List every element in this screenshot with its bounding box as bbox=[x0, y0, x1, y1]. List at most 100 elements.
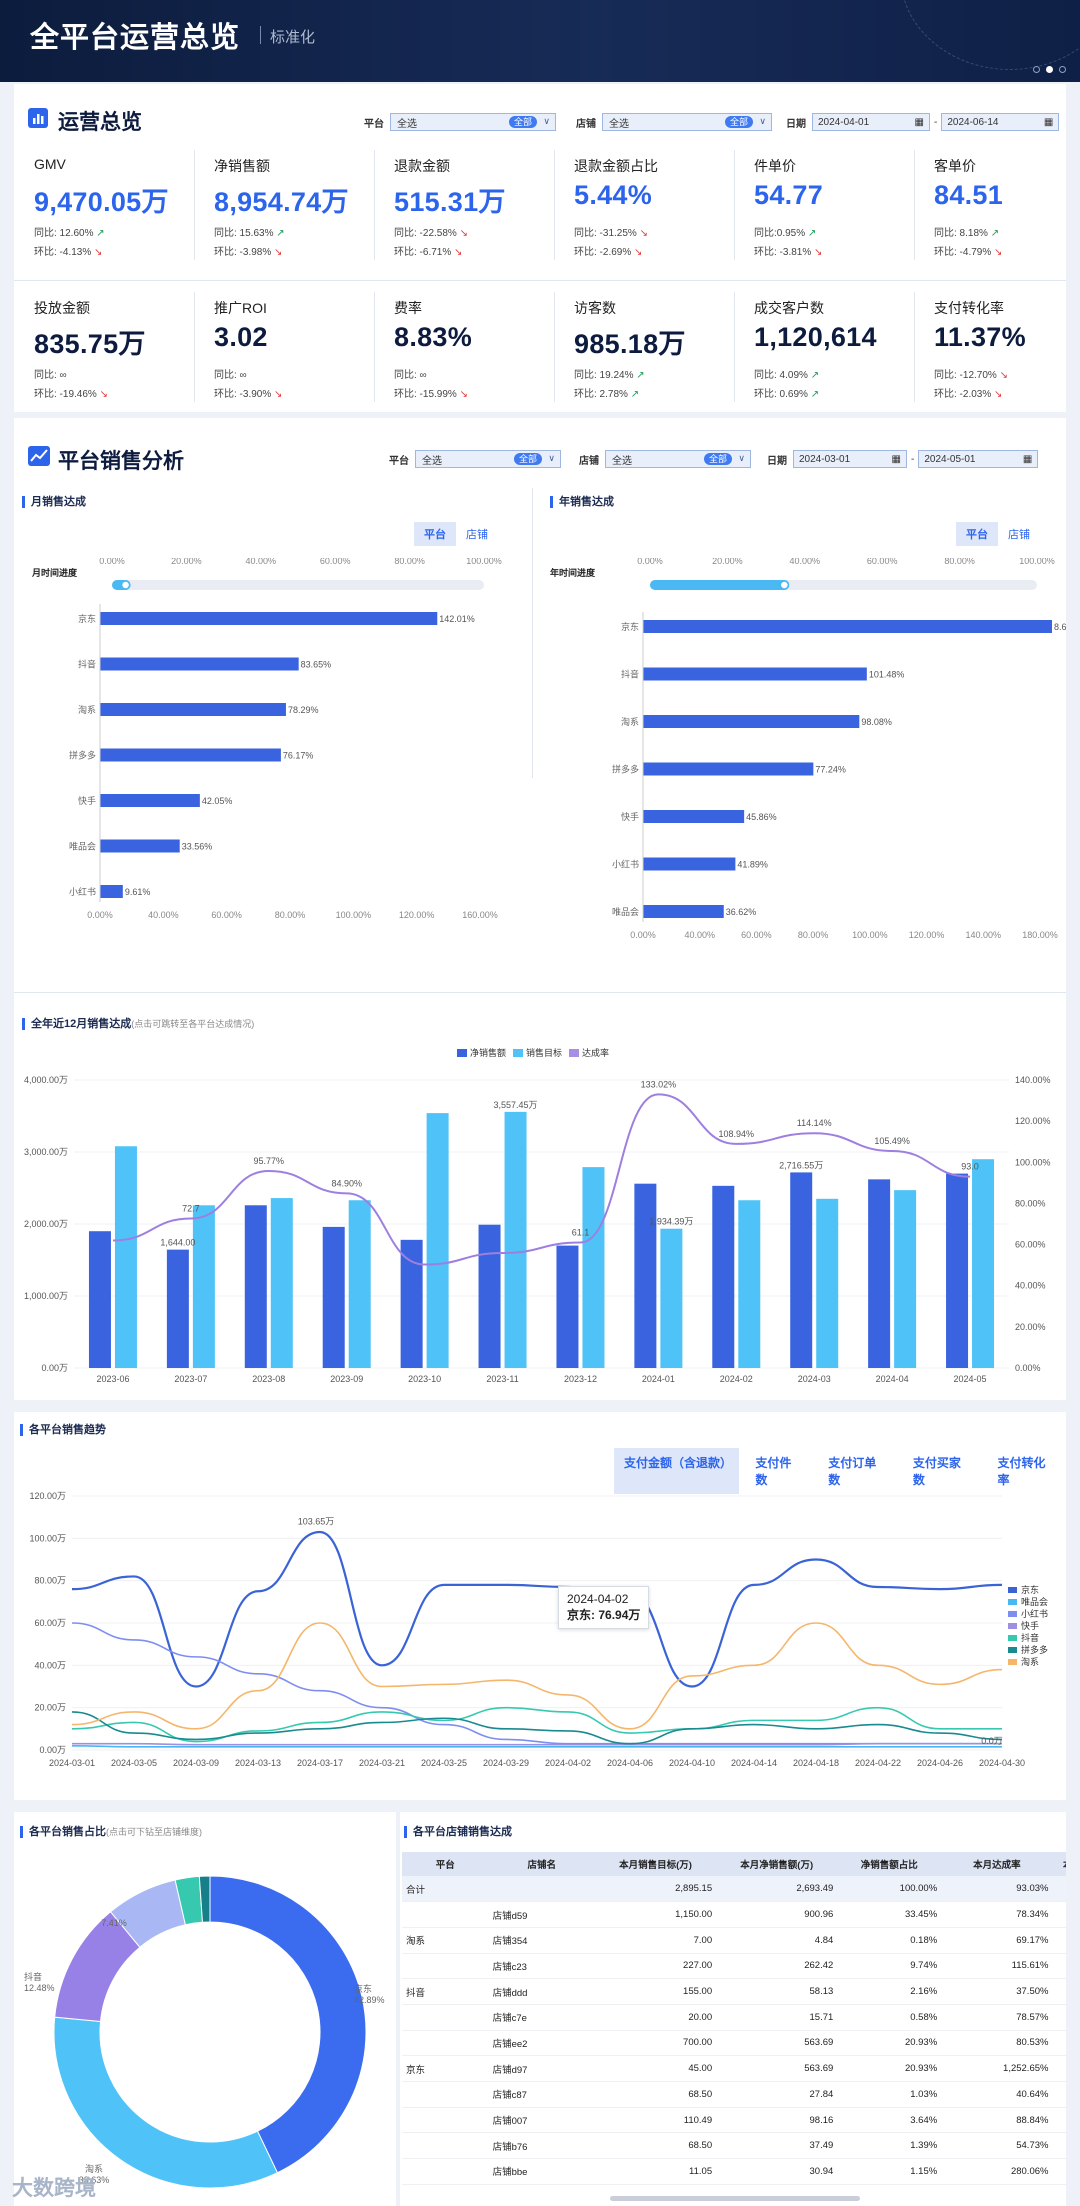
carousel-dot[interactable] bbox=[1033, 66, 1040, 73]
platform-select[interactable]: 全选 全部 ∨ bbox=[415, 450, 561, 468]
legend-item[interactable]: 淘系 bbox=[1008, 1656, 1048, 1668]
legend-item[interactable]: 小红书 bbox=[1008, 1608, 1048, 1620]
toggle-store[interactable]: 店铺 bbox=[1008, 529, 1030, 541]
rate-label: 114.14% bbox=[797, 1118, 832, 1128]
achievement-bar bbox=[643, 715, 860, 728]
legend-target[interactable]: 销售目标 bbox=[526, 1048, 563, 1058]
table-cell: 69.17% bbox=[941, 1927, 1053, 1954]
table-cell: 11.05 bbox=[594, 2158, 717, 2185]
table-row[interactable]: 店铺c7e 20.00 15.71 0.58% 78.57% bbox=[402, 2004, 1066, 2031]
legend-item[interactable]: 拼多多 bbox=[1008, 1644, 1048, 1656]
store-select[interactable]: 全选 全部 ∨ bbox=[605, 450, 751, 468]
rate-label: 72.7 bbox=[182, 1203, 200, 1213]
table-cell bbox=[402, 1901, 489, 1928]
toggle-store[interactable]: 店铺 bbox=[466, 529, 488, 541]
divider bbox=[374, 150, 375, 260]
table-cell: 店铺007 bbox=[488, 2107, 595, 2134]
bar-value-label: 1,934.39万 bbox=[649, 1217, 693, 1227]
chevron-down-icon: ∨ bbox=[759, 116, 766, 126]
column-header[interactable]: 平台 bbox=[402, 1852, 489, 1876]
divider bbox=[734, 150, 735, 260]
table-row[interactable]: 抖音 店铺ddd 155.00 58.13 2.16% 37.50% bbox=[402, 1978, 1066, 2005]
column-header[interactable]: 本月销售目标(万) bbox=[594, 1852, 717, 1876]
trend-arrow-icon: ↘ bbox=[451, 247, 463, 258]
trend-arrow-icon: ↗ bbox=[627, 389, 640, 400]
toggle-platform[interactable]: 平台 bbox=[414, 522, 456, 546]
kpi-mom: 环比: -15.99% ↘ bbox=[394, 385, 468, 400]
kpi-mom: 环比: -3.81% ↘ bbox=[754, 243, 822, 258]
legend-item[interactable]: 京东 bbox=[1008, 1584, 1048, 1596]
x-tick-label: 2024-02 bbox=[720, 1374, 753, 1384]
kpi-card: 访客数 985.18万 同比: 19.24% ↗ 环比: 2.78% ↗ bbox=[554, 288, 734, 408]
store-select-tag: 全部 bbox=[703, 453, 732, 465]
date-from-input[interactable]: 2024-04-01 ▦ bbox=[812, 113, 930, 131]
legend-item[interactable]: 抖音 bbox=[1008, 1632, 1048, 1644]
table-row[interactable]: 淘系 店铺354 7.00 4.84 0.18% 69.17% bbox=[402, 1927, 1066, 1954]
table-scrollbar[interactable] bbox=[610, 2196, 860, 2201]
tab-conversion-rate[interactable]: 支付转化率 bbox=[997, 1456, 1046, 1487]
date-to-input[interactable]: 2024-06-14 ▦ bbox=[941, 113, 1060, 131]
table-row[interactable]: 店铺c23 227.00 262.42 9.74% 115.61% bbox=[402, 1953, 1066, 1980]
date-from-input[interactable]: 2024-03-01 ▦ bbox=[793, 450, 907, 468]
tab-payment-amount[interactable]: 支付金额（含退款） bbox=[614, 1448, 740, 1494]
tab-payment-orders[interactable]: 支付订单数 bbox=[828, 1456, 877, 1487]
carousel-dots[interactable] bbox=[1027, 60, 1066, 78]
toggle-platform[interactable]: 平台 bbox=[956, 522, 998, 546]
kpi-mom: 环比: 0.69% ↗ bbox=[754, 385, 819, 400]
table-row[interactable]: 店铺ee2 700.00 563.69 20.93% 80.53% bbox=[402, 2030, 1066, 2057]
table-row[interactable]: 店铺bbe 11.05 30.94 1.15% 280.06% bbox=[402, 2158, 1066, 2185]
column-header[interactable]: 本月业 bbox=[1052, 1852, 1066, 1876]
legend-rate[interactable]: 达成率 bbox=[582, 1048, 610, 1058]
pie-title: 各平台销售占比(点击可下钻至店铺维度) bbox=[20, 1826, 202, 1838]
legend-net-sales[interactable]: 净销售额 bbox=[470, 1048, 507, 1058]
annual-achievement-chart[interactable]: 0.00万 1,000.00万 2,000.00万 3,000.00万 4,000.00… bbox=[14, 1062, 1066, 1392]
y-tick-label: 100.00万 bbox=[29, 1533, 66, 1543]
x-tick-label: 100.00% bbox=[852, 930, 888, 940]
platform-select[interactable]: 全选 全部 ∨ bbox=[390, 113, 556, 131]
table-row[interactable]: 店铺d59 1,150.00 900.96 33.45% 78.34% bbox=[402, 1901, 1066, 1928]
table-cell bbox=[1052, 2055, 1066, 2082]
kpi-value: 8,954.74万 bbox=[214, 187, 349, 217]
table-cell bbox=[1052, 2030, 1066, 2057]
bar-value-label: 77.24% bbox=[815, 765, 846, 775]
page-title: 全平台运营总览 bbox=[30, 22, 241, 54]
column-header[interactable]: 本月达成率 bbox=[941, 1852, 1053, 1876]
table-row[interactable]: 店铺007 110.49 98.16 3.64% 88.84% bbox=[402, 2107, 1066, 2134]
legend-label: 快手 bbox=[1021, 1621, 1040, 1631]
column-header[interactable]: 净销售额占比 bbox=[837, 1852, 942, 1876]
legend-swatch bbox=[1008, 1611, 1017, 1617]
table-row[interactable]: 店铺b76 68.50 37.49 1.39% 54.73% bbox=[402, 2132, 1066, 2160]
table-cell bbox=[1052, 2132, 1066, 2160]
trend-arrow-icon: ↘ bbox=[456, 228, 468, 239]
table-cell: 0.58% bbox=[837, 2004, 942, 2031]
category-label: 抖音 bbox=[621, 669, 639, 680]
carousel-dot[interactable] bbox=[1059, 66, 1066, 73]
x-tick-label: 2024-03-29 bbox=[483, 1758, 529, 1768]
carousel-dot-active[interactable] bbox=[1046, 66, 1053, 73]
tab-payment-buyers[interactable]: 支付买家数 bbox=[912, 1456, 961, 1487]
table-cell bbox=[1052, 2158, 1066, 2185]
column-header[interactable]: 本月净销售额(万) bbox=[716, 1852, 838, 1876]
net-sales-bar bbox=[712, 1185, 735, 1368]
kpi-value: 84.51 bbox=[934, 180, 1004, 210]
table-row[interactable]: 京东 店铺d97 45.00 563.69 20.93% 1,252.65% bbox=[402, 2055, 1066, 2082]
table-row[interactable]: 合计 2,895.15 2,693.49 100.00% 93.03% bbox=[402, 1876, 1066, 1903]
kpi-mom-text: 环比: -2.03% bbox=[934, 389, 992, 400]
table-cell: 155.00 bbox=[594, 1978, 717, 2005]
legend-item[interactable]: 唯品会 bbox=[1008, 1596, 1048, 1608]
legend-item[interactable]: 快手 bbox=[1008, 1620, 1048, 1632]
kpi-mom: 环比: -2.03% ↘ bbox=[934, 385, 1002, 400]
table-row[interactable]: 店铺c87 68.50 27.84 1.03% 40.64% bbox=[402, 2081, 1066, 2108]
date-to-input[interactable]: 2024-05-01 ▦ bbox=[918, 450, 1039, 468]
category-label: 拼多多 bbox=[69, 750, 96, 761]
tab-payment-items[interactable]: 支付件数 bbox=[755, 1456, 792, 1487]
achievement-bar bbox=[100, 612, 438, 625]
column-header[interactable]: 店铺名 bbox=[488, 1852, 595, 1876]
x-tick-label: 2024-03-01 bbox=[49, 1758, 95, 1768]
platform-trend-chart[interactable]: 0.00万 20.00万 40.00万 60.00万 80.00万 100.00万 120.… bbox=[14, 1478, 1066, 1800]
rate-label: 84.90% bbox=[331, 1178, 362, 1188]
kpi-value: 985.18万 bbox=[574, 329, 686, 359]
store-select[interactable]: 全选 全部 ∨ bbox=[602, 113, 772, 131]
